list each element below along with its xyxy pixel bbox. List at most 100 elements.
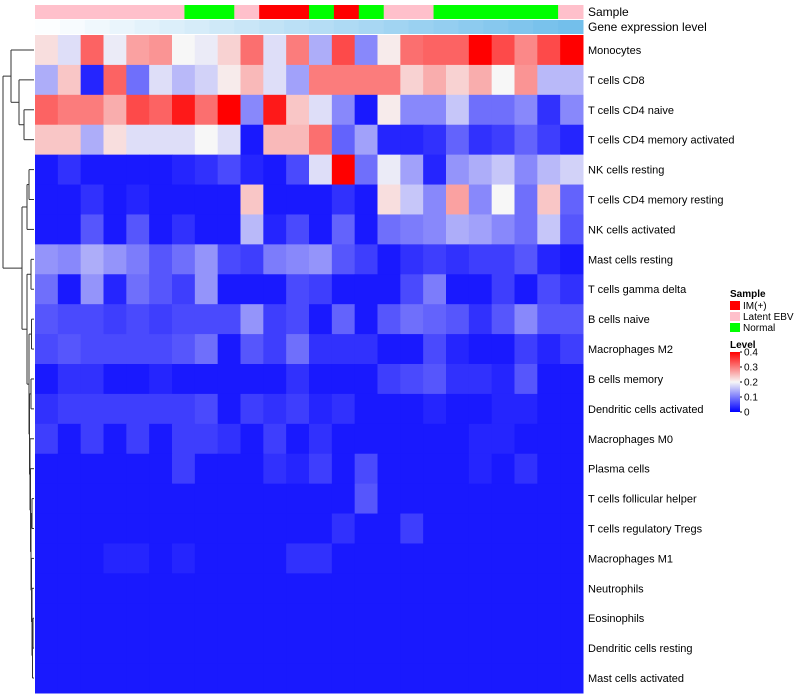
sample-annotation-cell [259,5,285,19]
heatmap-cell [560,483,584,515]
heatmap-cell [331,274,356,305]
expression-annotation-cell [358,20,385,34]
heatmap-cell [491,663,515,694]
heatmap-cell [286,663,310,694]
heatmap-cell [286,543,310,574]
heatmap-cell [491,334,515,365]
heatmap-cell [377,663,401,694]
heatmap-cell [560,334,584,365]
expression-annotation-cell [234,20,260,34]
heatmap-cell [309,274,333,305]
heatmap-cell [377,633,401,664]
heatmap-cell [468,483,493,515]
expression-annotation-cell [433,20,459,34]
heatmap-cell [57,603,82,634]
heatmap-cell [149,304,173,335]
heatmap-cell [400,334,424,365]
heatmap-cell [423,543,447,574]
heatmap-cell [468,124,493,156]
heatmap-cell [423,364,447,395]
heatmap-cell [331,513,356,544]
heatmap-cell [423,274,447,305]
heatmap-cell [57,543,82,574]
sample-annotation-cell [234,5,260,19]
heatmap-cell [309,513,333,544]
heatmap-cell [400,364,424,395]
heatmap-cell [263,603,287,634]
heatmap-cell [560,304,584,335]
heatmap-cell [423,423,447,455]
heatmap-cell [57,663,82,694]
heatmap-cell [560,453,584,485]
heatmap-cell [194,154,219,186]
expression-annotation-cell [59,20,86,34]
legend-entry-label: Normal [743,323,775,334]
heatmap-cell [446,663,470,694]
heatmap-cell [35,483,59,515]
heatmap-cell [377,124,401,156]
heatmap-cell [377,453,401,485]
heatmap-cell [172,543,196,574]
heatmap-cell [286,124,310,156]
heatmap-cell [286,35,310,66]
row-label: Monocytes [588,45,642,57]
heatmap-cell [172,423,196,455]
heatmap-cell [377,393,401,425]
heatmap-cell [491,483,515,515]
heatmap-cell [309,364,333,395]
heatmap-cell [286,64,310,96]
heatmap-cell [354,364,378,395]
heatmap-cell [423,513,447,544]
heatmap-cell [57,154,82,186]
heatmap-cell [446,244,470,275]
heatmap-cell [126,423,150,455]
heatmap-cell [423,244,447,275]
heatmap-cell [537,573,561,604]
heatmap-cell [103,603,127,634]
heatmap-cell [286,364,310,395]
heatmap-cell [560,35,584,66]
heatmap-cell [103,154,127,186]
heatmap-cell [35,154,59,186]
expression-annotation-cell [109,20,136,34]
heatmap-cell [103,124,127,156]
heatmap-cell [354,35,378,66]
heatmap-cell [57,573,82,604]
heatmap-cell [468,64,493,96]
heatmap-cell [57,214,82,245]
heatmap-cell [400,393,424,425]
heatmap-cell [35,573,59,604]
heatmap-cell [217,513,241,544]
heatmap-cell [149,214,173,245]
heatmap-cell [560,214,584,245]
heatmap-cell [491,453,515,485]
sample-annotation-cell [59,5,86,19]
heatmap-cell [217,124,241,156]
heatmap-cell [263,393,287,425]
heatmap-cell [149,513,173,544]
row-label: NK cells activated [588,224,675,236]
heatmap-cell [331,154,356,186]
heatmap-cell [80,573,104,604]
row-label: T cells CD4 memory resting [588,195,724,207]
heatmap-cell [468,364,493,395]
sample-annotation-cell [408,5,435,19]
heatmap-cell [468,543,493,574]
heatmap-cell [560,244,584,275]
heatmap-cell [80,244,104,275]
heatmap-cell [537,663,561,694]
heatmap-cell [560,364,584,395]
heatmap-cell [263,364,287,395]
heatmap-cell [377,423,401,455]
heatmap-cell [423,64,447,96]
heatmap-cell [240,483,264,515]
row-label: B cells memory [588,374,664,386]
heatmap-cell [537,244,561,275]
heatmap-cell [537,304,561,335]
heatmap-cell [468,663,493,694]
heatmap-cell [172,124,196,156]
heatmap-cell [286,184,310,215]
heatmap-cell [286,453,310,485]
heatmap-cell [240,543,264,574]
heatmap-cell [149,633,173,664]
